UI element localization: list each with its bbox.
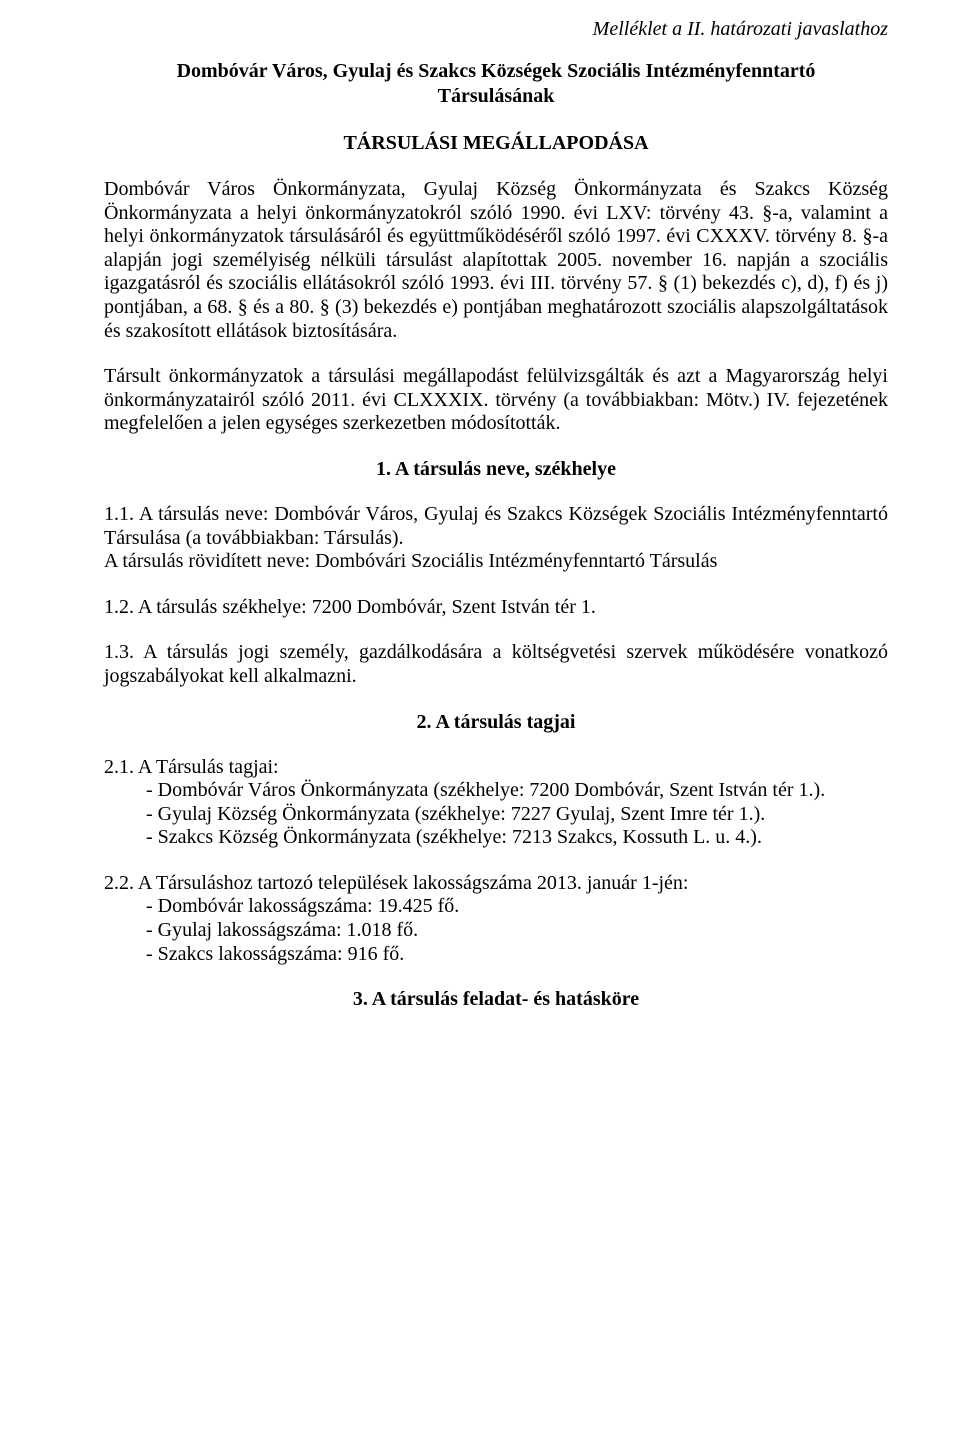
document-page: Melléklet a II. határozati javaslathoz D… [0,0,960,1436]
list-item: - Szakcs lakosságszáma: 916 fő. [146,943,888,967]
list-item: - Dombóvár lakosságszáma: 19.425 fő. [146,895,888,919]
paragraph-1: Dombóvár Város Önkormányzata, Gyulaj Köz… [104,178,888,343]
list-item: - Dombóvár Város Önkormányzata (székhely… [146,779,888,803]
agreement-heading: TÁRSULÁSI MEGÁLLAPODÁSA [104,131,888,156]
population-list: - Dombóvár lakosságszáma: 19.425 fő. - G… [104,895,888,966]
list-item: - Gyulaj lakosságszáma: 1.018 fő. [146,919,888,943]
section-1-2: 1.2. A társulás székhelye: 7200 Dombóvár… [104,596,888,620]
section-2-heading: 2. A társulás tagjai [104,711,888,734]
doc-title-line1: Dombóvár Város, Gyulaj és Szakcs Községe… [104,59,888,84]
members-list: - Dombóvár Város Önkormányzata (székhely… [104,779,888,850]
section-1-heading: 1. A társulás neve, székhelye [104,458,888,481]
section-1-1b-text: A társulás rövidített neve: Dombóvári Sz… [104,550,717,572]
section-1-1: 1.1. A társulás neve: Dombóvár Város, Gy… [104,503,888,574]
section-1-3: 1.3. A társulás jogi személy, gazdálkodá… [104,641,888,688]
doc-title-line2: Társulásának [104,84,888,109]
list-item: - Gyulaj Község Önkormányzata (székhelye… [146,803,888,827]
section-3-heading: 3. A társulás feladat- és hatásköre [104,988,888,1011]
section-1-1-text: 1.1. A társulás neve: Dombóvár Város, Gy… [104,503,888,549]
attachment-note: Melléklet a II. határozati javaslathoz [104,18,888,41]
section-2-2-lead: 2.2. A Társuláshoz tartozó települések l… [104,872,888,896]
list-item: - Szakcs Község Önkormányzata (székhelye… [146,826,888,850]
paragraph-2: Társult önkormányzatok a társulási megál… [104,365,888,436]
section-2-1-lead: 2.1. A Társulás tagjai: [104,756,888,780]
